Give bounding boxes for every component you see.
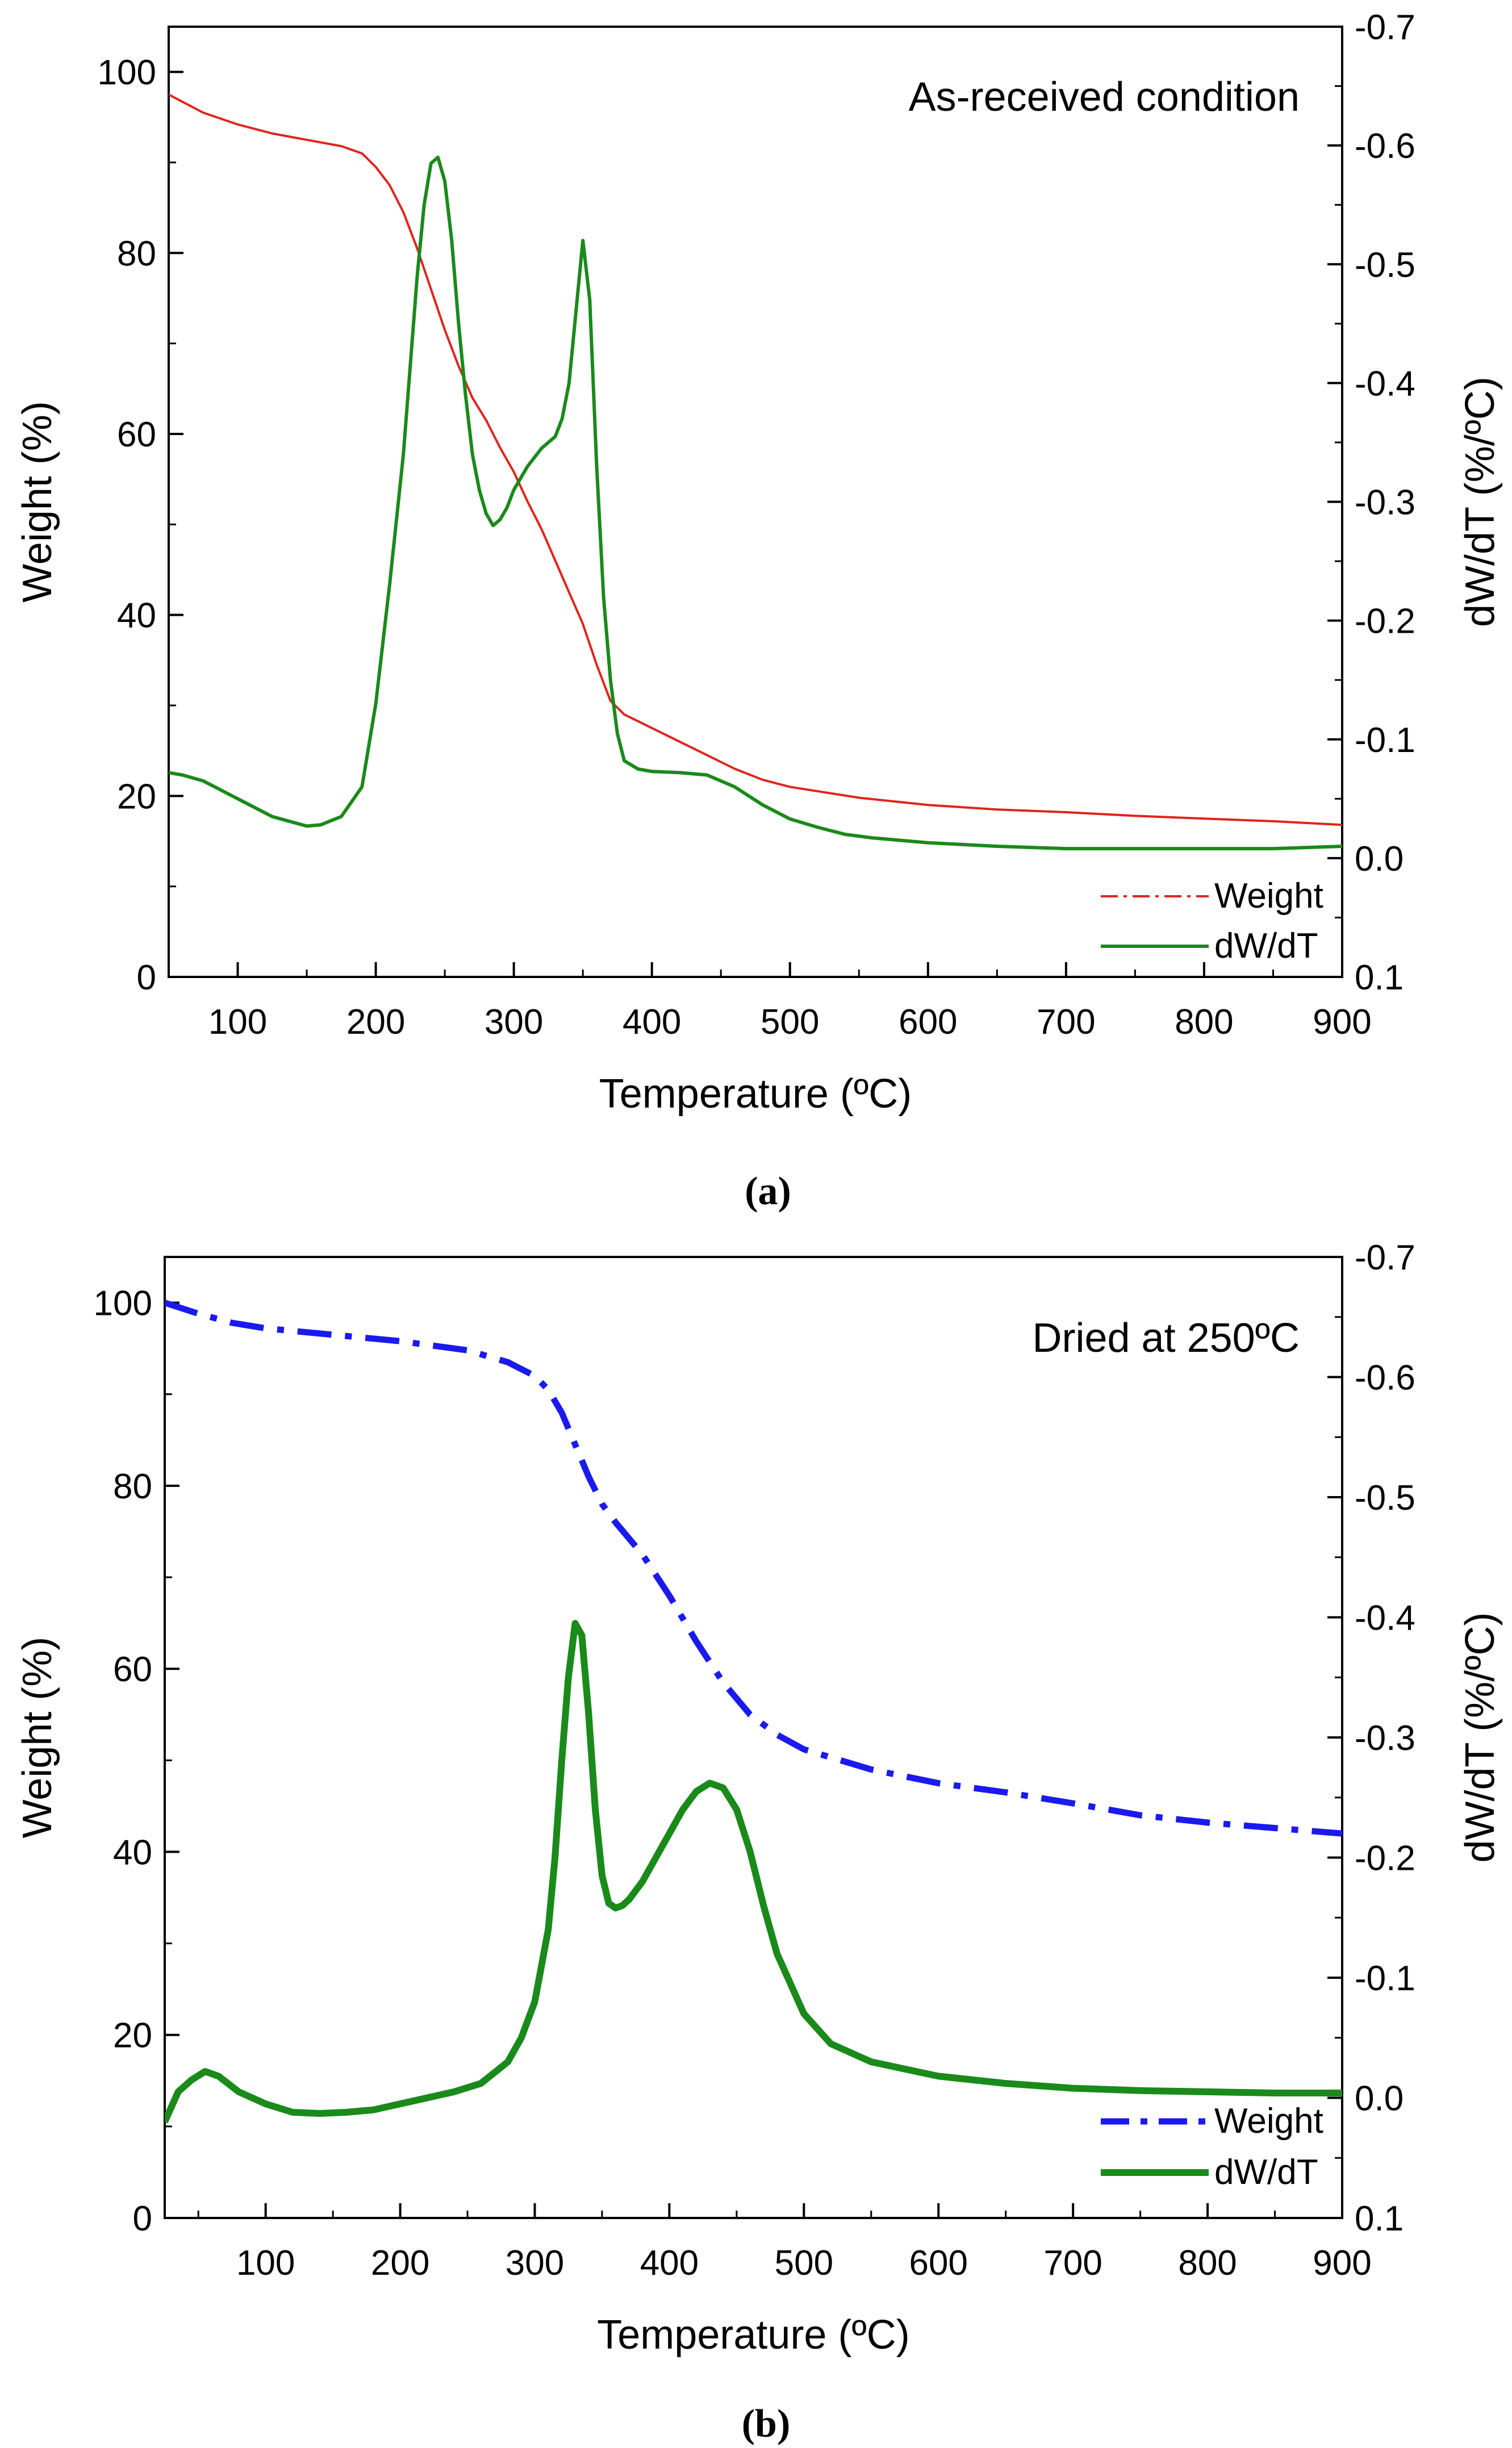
y-right-tick-label: 0.0: [1355, 2079, 1404, 2119]
panel-label: (b): [742, 2402, 791, 2446]
x-tick-label: 900: [1313, 1002, 1371, 1042]
series-line-weight: [169, 93, 1342, 826]
y-right-axis-title: dW/dT (%/ºC): [1457, 377, 1503, 627]
y-right-tick-label: -0.5: [1355, 1478, 1415, 1518]
panel-label: (a): [745, 1169, 791, 1213]
chart-panel-b: 100 200 300 400 500 600 700 800 900 0 20 40 60 80 100 0…: [15, 1238, 1503, 2446]
x-tick-label: 700: [1037, 1002, 1095, 1042]
y-left-tick-label: 20: [113, 2016, 152, 2056]
x-tick-label: 800: [1178, 2244, 1237, 2283]
y-left-tick-label: 40: [117, 596, 156, 636]
y-right-tick-label: -0.5: [1355, 245, 1415, 285]
y-left-tick-label: 80: [117, 234, 156, 273]
x-axis-title: Temperature (ºC): [599, 1071, 912, 1117]
x-tick-label: 600: [909, 2244, 968, 2283]
x-tick-label: 800: [1175, 1002, 1233, 1042]
y-right-tick-label: 0.0: [1355, 839, 1404, 879]
legend-label: Weight: [1214, 2102, 1323, 2141]
y-right-tick-label: -0.7: [1355, 1238, 1415, 1277]
y-left-tick-label: 80: [113, 1467, 152, 1506]
y-left-tick-label: 60: [117, 415, 156, 454]
x-tick-label: 400: [640, 2244, 699, 2283]
y-left-tick-label: 0: [137, 958, 156, 997]
x-tick-label: 500: [775, 2244, 833, 2283]
y-left-tick-label: 60: [113, 1650, 152, 1689]
y-right-tick-label: -0.7: [1355, 8, 1415, 47]
y-right-tick-label: -0.3: [1355, 1719, 1415, 1758]
y-right-tick-label: -0.4: [1355, 1599, 1415, 1638]
y-left-tick-label: 0: [133, 2199, 152, 2238]
y-left-tick-label: 100: [98, 53, 156, 93]
series-line-weight: [165, 1300, 1342, 1837]
x-tick-label: 400: [623, 1002, 681, 1042]
y-right-tick-label: -0.1: [1355, 721, 1415, 760]
x-tick-label: 900: [1313, 2244, 1371, 2283]
x-tick-label: 500: [761, 1002, 819, 1042]
y-right-axis-title: dW/dT (%/ºC): [1457, 1612, 1503, 1863]
chart-panel-a: 100 200 300 400 500 600 700 800 900 0 20 40 60 80 100 0…: [15, 8, 1503, 1213]
x-tick-label: 200: [346, 1002, 405, 1042]
y-right-tick-label: -0.1: [1355, 1959, 1415, 1998]
y-right-tick-label: -0.2: [1355, 1839, 1415, 1878]
panel-annotation: Dried at 250ºC: [1032, 1315, 1300, 1361]
x-tick-label: 600: [899, 1002, 957, 1042]
legend-label: dW/dT: [1214, 2153, 1318, 2192]
y-right-tick-label: -0.4: [1355, 364, 1415, 403]
x-tick-label: 700: [1043, 2244, 1102, 2283]
x-axis-title: Temperature (ºC): [597, 2312, 909, 2358]
y-right-tick-label: -0.6: [1355, 127, 1415, 166]
x-tick-label: 200: [371, 2244, 429, 2283]
series-line-dwdt: [169, 156, 1342, 851]
y-left-axis-title: Weight (%): [15, 1637, 60, 1839]
y-left-axis-title: Weight (%): [15, 401, 60, 603]
x-tick-label: 300: [506, 2244, 564, 2283]
y-left-tick-label: 20: [117, 777, 156, 816]
x-tick-label: 100: [208, 1002, 267, 1042]
x-tick-label: 300: [484, 1002, 543, 1042]
y-left-tick-label: 100: [94, 1284, 152, 1323]
y-left-tick-label: 40: [113, 1833, 152, 1872]
x-tick-label: 100: [236, 2244, 295, 2283]
y-right-tick-label: 0.1: [1355, 958, 1404, 997]
legend-label: Weight: [1214, 876, 1323, 916]
legend: Weight dW/dT: [1101, 876, 1323, 966]
y-right-tick-label: -0.2: [1355, 602, 1415, 641]
legend: Weight dW/dT: [1101, 2102, 1323, 2192]
y-right-tick-label: -0.6: [1355, 1359, 1415, 1398]
y-right-tick-label: 0.1: [1355, 2199, 1404, 2238]
series-line-dwdt: [165, 1620, 1342, 2124]
plot-frame: [164, 1256, 1343, 2219]
plot-frame: [168, 26, 1343, 978]
legend-label: dW/dT: [1214, 926, 1318, 966]
y-right-tick-label: -0.3: [1355, 483, 1415, 523]
panel-annotation: As-received condition: [909, 74, 1300, 120]
